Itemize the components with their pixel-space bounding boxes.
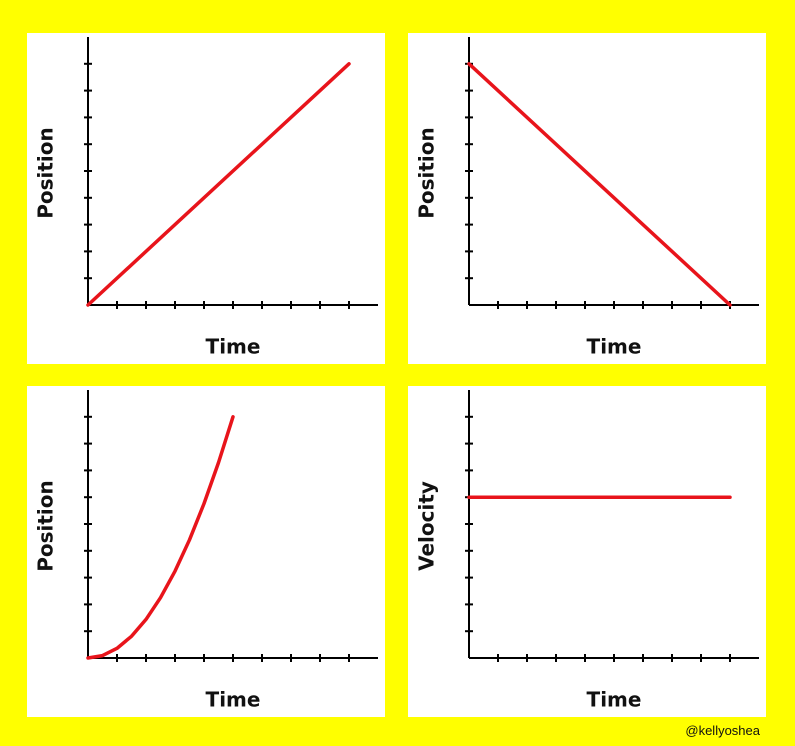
y-axis-label: Position (34, 480, 58, 572)
chart-panel: Time Position (27, 33, 385, 364)
credit: @kellyoshea (685, 723, 760, 738)
x-axis-label: Time (587, 688, 642, 712)
x-axis-label: Time (206, 688, 261, 712)
chart-panel: Time Velocity (408, 386, 766, 717)
y-axis-label: Position (415, 127, 439, 219)
panel-background (27, 386, 385, 717)
panel-background (408, 33, 766, 364)
x-axis-label: Time (206, 335, 261, 359)
data-line (467, 62, 732, 307)
panel-background (408, 386, 766, 717)
chart-panel: Time Position (408, 33, 766, 364)
y-axis-label: Velocity (415, 481, 439, 571)
data-line (86, 415, 235, 660)
panel-background (27, 33, 385, 364)
data-line (86, 62, 351, 307)
x-axis-label: Time (587, 335, 642, 359)
y-axis-label: Position (34, 127, 58, 219)
chart-panel: Time Position (27, 386, 385, 717)
